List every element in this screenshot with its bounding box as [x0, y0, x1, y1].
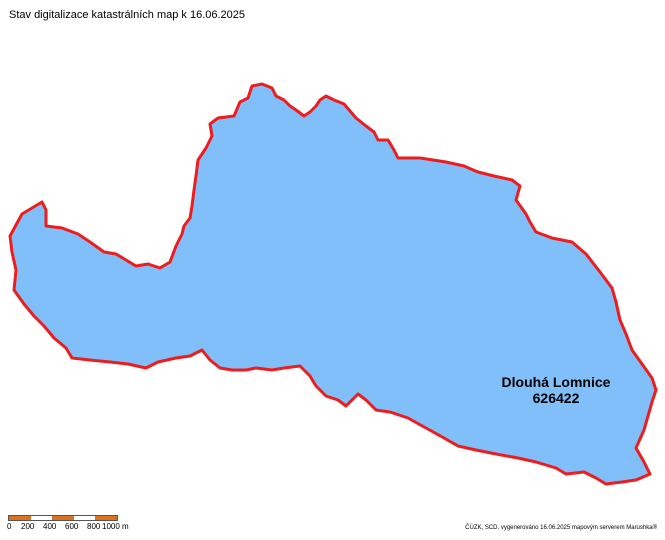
- map-credit: ČÚZK, SCD, vygenerováno 16.06.2025 mapov…: [465, 525, 657, 531]
- scale-label: 600: [65, 522, 79, 531]
- scale-label: 0: [7, 522, 12, 531]
- scale-segment: [9, 516, 31, 520]
- scale-segment: [30, 516, 53, 520]
- area-name: Dlouhá Lomnice: [501, 374, 611, 390]
- cadastral-area-polygon[interactable]: [8, 82, 658, 486]
- scale-bar: [8, 515, 118, 521]
- scale-segment: [73, 516, 96, 520]
- scale-label: 1000 m: [102, 522, 129, 531]
- area-label: Dlouhá Lomnice 626422: [496, 374, 616, 406]
- scale-segment: [52, 516, 74, 520]
- area-code: 626422: [532, 390, 580, 406]
- scale-label: 400: [43, 522, 57, 531]
- map-title: Stav digitalizace katastrálních map k 16…: [9, 9, 246, 21]
- scale-label: 800: [87, 522, 101, 531]
- scale-label: 200: [21, 522, 35, 531]
- scale-labels: 0 200 400 600 800 1000 m: [0, 522, 160, 534]
- scale-segment: [95, 516, 117, 520]
